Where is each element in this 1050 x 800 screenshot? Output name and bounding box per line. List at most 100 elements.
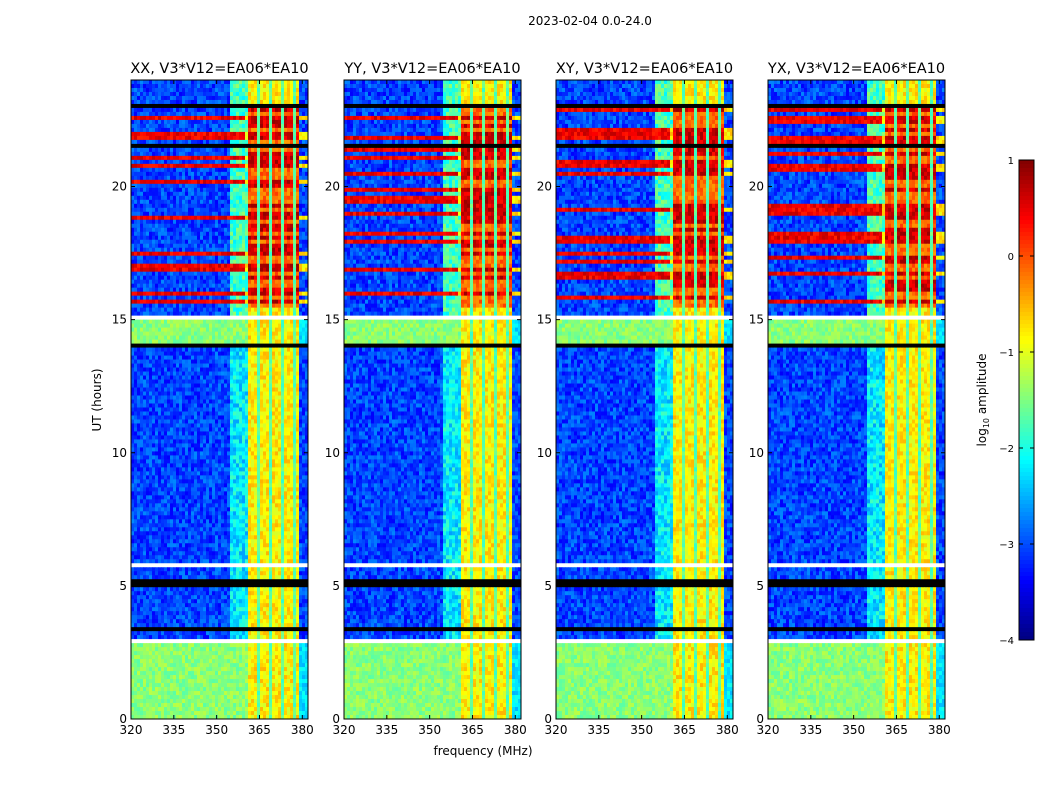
colorbar-swatch (1019, 356, 1034, 361)
colorbar-swatch (1019, 168, 1034, 173)
colorbar-swatch (1019, 188, 1034, 193)
y-tick-label: 20 (112, 180, 127, 194)
colorbar-swatch (1019, 280, 1034, 285)
heatmap-cells (131, 80, 308, 719)
colorbar-label-log: log (975, 428, 989, 446)
colorbar-swatch (1019, 328, 1034, 333)
colorbar-swatch (1019, 404, 1034, 409)
colorbar-swatch (1019, 576, 1034, 581)
y-tick-label: 0 (544, 712, 552, 726)
colorbar-swatch (1019, 632, 1034, 637)
x-tick-label: 365 (673, 723, 696, 737)
colorbar-swatch (1019, 620, 1034, 625)
y-tick-label: 0 (332, 712, 340, 726)
colorbar-swatch (1019, 612, 1034, 617)
colorbar-tick-label: −4 (999, 636, 1014, 647)
colorbar-swatch (1019, 480, 1034, 485)
x-tick-label: 335 (162, 723, 185, 737)
colorbar-swatch (1019, 428, 1034, 433)
colorbar-swatch (1019, 616, 1034, 621)
figure-canvas: XX, V3*V12=EA06*EA10320 335 350 365 38005101… (0, 0, 1050, 800)
x-tick-label: 350 (630, 723, 653, 737)
y-tick-label: 5 (332, 579, 340, 593)
colorbar-swatch (1019, 544, 1034, 549)
panel-title: XX, V3*V12=EA06*EA10 (130, 61, 308, 77)
colorbar-tick-label: 1 (1008, 156, 1014, 167)
colorbar-swatch (1019, 416, 1034, 421)
colorbar-swatch (1019, 276, 1034, 281)
colorbar-swatch (1019, 316, 1034, 321)
colorbar-swatch (1019, 400, 1034, 405)
colorbar-swatch (1019, 412, 1034, 417)
y-tick-label: 5 (756, 579, 764, 593)
colorbar-swatch (1019, 420, 1034, 425)
colorbar-swatch (1019, 336, 1034, 341)
colorbar-swatch (1019, 172, 1034, 177)
y-tick-label: 20 (749, 180, 764, 194)
colorbar-swatch (1019, 268, 1034, 273)
colorbar-swatch (1019, 600, 1034, 605)
colorbar-swatch (1019, 388, 1034, 393)
colorbar-tick-label: −2 (999, 444, 1014, 455)
y-tick-label: 15 (537, 313, 552, 327)
heatmap-cells (768, 80, 945, 719)
colorbar-swatch (1019, 448, 1034, 453)
colorbar-swatch (1019, 308, 1034, 313)
colorbar-swatch (1019, 196, 1034, 201)
y-tick-label: 15 (749, 313, 764, 327)
heatmap-cells (556, 80, 733, 719)
colorbar-swatch (1019, 304, 1034, 309)
colorbar-swatch (1019, 468, 1034, 473)
colorbar-swatch (1019, 376, 1034, 381)
colorbar-swatch (1019, 164, 1034, 169)
colorbar-tick-label: 0 (1008, 252, 1014, 263)
colorbar-swatch (1019, 312, 1034, 317)
colorbar-swatch (1019, 236, 1034, 241)
colorbar-swatch (1019, 372, 1034, 377)
colorbar-swatch (1019, 300, 1034, 305)
colorbar-swatch (1019, 272, 1034, 277)
colorbar-swatch (1019, 584, 1034, 589)
colorbar-swatch (1019, 256, 1034, 261)
y-tick-label: 5 (119, 579, 127, 593)
colorbar-swatch (1019, 624, 1034, 629)
colorbar-swatch (1019, 288, 1034, 293)
colorbar-swatch (1019, 380, 1034, 385)
colorbar-swatch (1019, 592, 1034, 597)
colorbar-swatch (1019, 464, 1034, 469)
x-tick-label: 335 (375, 723, 398, 737)
colorbar-swatch (1019, 528, 1034, 533)
y-tick-label: 10 (325, 446, 340, 460)
colorbar-swatch (1019, 264, 1034, 269)
colorbar-swatch (1019, 516, 1034, 521)
colorbar-swatch (1019, 588, 1034, 593)
colorbar-swatch (1019, 520, 1034, 525)
colorbar-swatch (1019, 508, 1034, 513)
colorbar-swatch (1019, 360, 1034, 365)
colorbar-swatch (1019, 212, 1034, 217)
colorbar-swatch (1019, 488, 1034, 493)
panel-title: YY, V3*V12=EA06*EA10 (343, 61, 520, 77)
x-tick-label: 350 (842, 723, 865, 737)
colorbar-swatch (1019, 184, 1034, 189)
colorbar-swatch (1019, 504, 1034, 509)
colorbar-swatch (1019, 180, 1034, 185)
x-tick-label: 365 (461, 723, 484, 737)
colorbar-swatch (1019, 240, 1034, 245)
colorbar-swatch (1019, 608, 1034, 613)
y-tick-label: 0 (756, 712, 764, 726)
y-axis-label: UT (hours) (90, 368, 104, 431)
y-tick-label: 5 (544, 579, 552, 593)
colorbar-swatch (1019, 512, 1034, 517)
colorbar-swatch (1019, 220, 1034, 225)
colorbar-swatch (1019, 460, 1034, 465)
colorbar-swatch (1019, 192, 1034, 197)
colorbar-swatch (1019, 368, 1034, 373)
colorbar-swatch (1019, 560, 1034, 565)
x-axis-label: frequency (MHz) (433, 744, 532, 758)
